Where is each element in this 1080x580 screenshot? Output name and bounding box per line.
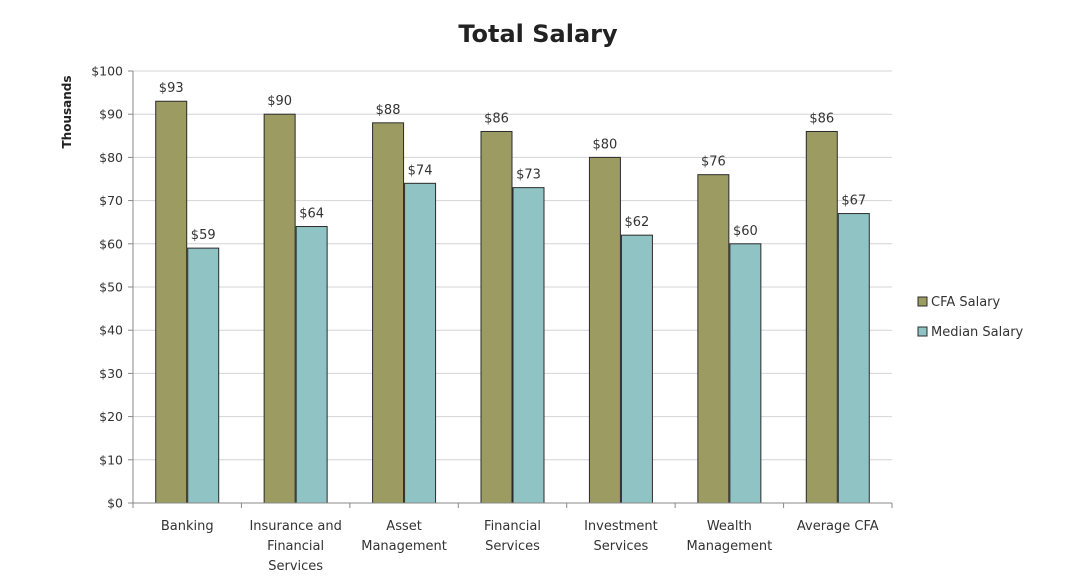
data-label: $86 — [809, 111, 834, 126]
data-label: $73 — [516, 168, 541, 183]
y-tick-label: $40 — [99, 323, 123, 338]
legend: CFA Salary Median Salary — [917, 295, 1024, 340]
labels: $93 $90 $88 $86 $80 $76 $86 $59 $64 $74 $73 $62 $60 $… — [159, 81, 879, 574]
x-category-label: Average CFA — [797, 519, 879, 534]
median-salary-bar — [837, 213, 870, 504]
data-label: $60 — [733, 224, 758, 239]
y-tick-label: $100 — [91, 64, 123, 79]
legend-swatch — [917, 326, 928, 337]
legend-label: CFA Salary — [931, 295, 1001, 310]
data-label: $62 — [625, 215, 650, 230]
median-salary-bar — [729, 243, 762, 504]
axes: $0 $10 $20 $30 $40 $50 $60 $70 $80 $90 $100 — [91, 64, 893, 511]
cfa-salary-bar — [155, 100, 188, 504]
legend-label: Median Salary — [931, 325, 1024, 340]
data-label: $90 — [267, 94, 292, 109]
data-label: $67 — [841, 194, 866, 209]
median-salary-bar — [295, 226, 328, 504]
y-tick-label: $30 — [99, 366, 123, 381]
y-tick-label: $0 — [107, 496, 123, 511]
data-label: $88 — [376, 103, 401, 118]
legend-swatch — [917, 296, 928, 307]
y-tick-label: $60 — [99, 236, 123, 251]
cfa-salary-bar — [480, 130, 513, 504]
cfa-salary-bar — [588, 156, 621, 504]
x-category-label: Investment Services — [584, 519, 658, 554]
y-tick-label: $10 — [99, 452, 123, 467]
cfa-salary-bar — [697, 174, 730, 504]
data-label: $80 — [593, 137, 618, 152]
median-salary-bar — [512, 187, 545, 504]
data-label: $86 — [484, 111, 509, 126]
median-salary-bar — [404, 182, 437, 504]
data-label: $76 — [701, 155, 726, 170]
bars — [155, 100, 870, 504]
x-category-label: Insurance and Financial Services — [249, 519, 341, 574]
x-category-label: Wealth Management — [687, 519, 773, 554]
y-tick-label: $90 — [99, 107, 123, 122]
data-label: $74 — [408, 163, 433, 178]
median-salary-bar — [187, 247, 220, 504]
x-category-label: Financial Services — [484, 519, 541, 554]
chart-title: Total Salary — [458, 20, 618, 48]
y-tick-label: $80 — [99, 150, 123, 165]
cfa-salary-bar — [263, 113, 296, 504]
cfa-salary-bar — [372, 122, 405, 504]
data-label: $64 — [299, 207, 324, 222]
median-salary-bar — [620, 234, 653, 504]
cfa-salary-bar — [805, 130, 838, 504]
y-tick-label: $70 — [99, 193, 123, 208]
data-label: $59 — [191, 228, 216, 243]
x-category-label: Asset Management — [361, 519, 447, 554]
data-label: $93 — [159, 81, 184, 96]
y-tick-label: $50 — [99, 280, 123, 295]
x-category-label: Banking — [161, 519, 214, 534]
y-tick-label: $20 — [99, 409, 123, 424]
y-axis-label: Thousands — [60, 75, 74, 148]
